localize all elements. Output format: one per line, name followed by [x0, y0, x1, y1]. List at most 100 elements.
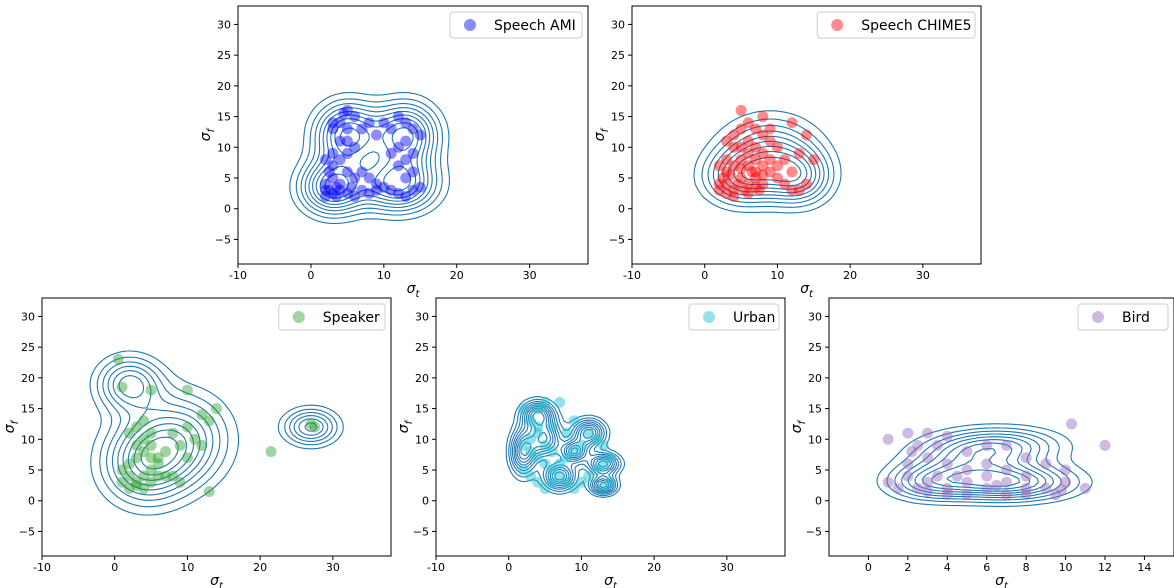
x-tick-label: 12	[1098, 561, 1112, 574]
y-tick-label: 0	[28, 495, 35, 508]
x-tick-label: 20	[253, 561, 267, 574]
data-point	[962, 477, 973, 488]
y-tick-label: 30	[611, 18, 625, 31]
legend: Bird	[1078, 304, 1168, 330]
data-point	[342, 123, 353, 134]
y-tick-label: 30	[217, 18, 231, 31]
data-point	[991, 480, 1002, 491]
chart-panel: 0 2 4 6 8 10 12 14 −5 0 5 10 15 20 25 30 σt σf Bird	[789, 298, 1174, 588]
x-axis-label: σt	[604, 573, 618, 588]
data-point	[750, 182, 761, 193]
data-point	[1001, 465, 1012, 476]
x-tick-label: 4	[944, 561, 951, 574]
data-point	[116, 382, 127, 393]
y-tick-label: 10	[21, 433, 35, 446]
data-point	[765, 123, 776, 134]
x-tick-label: 20	[450, 269, 464, 282]
chart-panel: -10 0 10 20 30−5051015202530σtσfUrban	[396, 298, 785, 588]
y-tick-label: 25	[415, 341, 429, 354]
data-point	[883, 434, 894, 445]
data-point	[922, 486, 933, 497]
legend-label: Speech AMI	[494, 18, 576, 34]
x-tick-label: -10	[33, 561, 51, 574]
data-point	[393, 111, 404, 122]
y-tick-label: 20	[808, 372, 822, 385]
data-point	[902, 471, 913, 482]
legend: Speech AMI	[450, 12, 582, 38]
legend-marker	[464, 19, 476, 31]
y-tick-label: 20	[21, 372, 35, 385]
data-point	[801, 179, 812, 190]
data-point	[786, 117, 797, 128]
y-tick-label: 10	[217, 141, 231, 154]
x-tick-label: 30	[916, 269, 930, 282]
data-point	[794, 148, 805, 159]
axes-frame	[829, 298, 1174, 556]
data-point	[331, 182, 342, 193]
y-tick-label: 25	[217, 49, 231, 62]
data-point	[131, 480, 142, 491]
data-point	[728, 191, 739, 202]
legend-label: Speech CHIME5	[861, 18, 971, 34]
data-point	[167, 428, 178, 439]
y-tick-label: 10	[611, 141, 625, 154]
data-point	[757, 111, 768, 122]
data-point	[196, 440, 207, 451]
x-tick-label: 30	[720, 561, 734, 574]
data-point	[962, 489, 973, 500]
x-tick-label: -10	[427, 561, 445, 574]
x-axis-label: σt	[210, 573, 224, 588]
x-tick-label: 20	[843, 269, 857, 282]
data-point	[932, 471, 943, 482]
data-point	[750, 166, 761, 177]
legend-label: Urban	[733, 310, 775, 326]
x-tick-label: 30	[326, 561, 340, 574]
y-axis-label: σf	[789, 419, 808, 433]
data-point	[371, 179, 382, 190]
data-point	[378, 117, 389, 128]
data-point	[1021, 489, 1032, 500]
data-point	[1021, 471, 1032, 482]
data-point	[1066, 418, 1077, 429]
data-point	[408, 148, 419, 159]
data-point	[981, 440, 992, 451]
chart-panel: -10 0 10 20 30−5051015202530σtσfSpeech AMI	[198, 6, 588, 300]
data-point	[598, 440, 609, 451]
y-tick-label: −5	[609, 233, 625, 246]
data-point	[576, 440, 587, 451]
data-point	[124, 428, 135, 439]
data-point	[1021, 452, 1032, 463]
data-point	[415, 182, 426, 193]
data-point	[153, 458, 164, 469]
data-point	[808, 154, 819, 165]
x-axis-label: σt	[407, 281, 421, 300]
data-point	[182, 422, 193, 433]
data-point	[605, 477, 616, 488]
y-tick-label: 5	[28, 464, 35, 477]
legend-marker	[293, 311, 305, 323]
data-point	[356, 123, 367, 134]
x-tick-label: 8	[1023, 561, 1030, 574]
data-point	[204, 415, 215, 426]
data-point	[1001, 440, 1012, 451]
x-tick-label: 10	[1059, 561, 1073, 574]
legend-marker	[831, 19, 843, 31]
y-tick-label: 30	[415, 310, 429, 323]
y-tick-label: 5	[224, 172, 231, 185]
data-point	[1100, 440, 1111, 451]
data-point	[175, 440, 186, 451]
y-tick-label: 5	[422, 464, 429, 477]
y-tick-label: 15	[808, 403, 822, 416]
density-contours	[290, 93, 450, 224]
y-tick-label: 15	[415, 403, 429, 416]
data-point	[714, 179, 725, 190]
data-point	[906, 446, 917, 457]
y-tick-label: 30	[808, 310, 822, 323]
legend: Speaker	[279, 304, 385, 330]
y-axis-label: σf	[396, 419, 415, 433]
y-tick-label: 10	[415, 433, 429, 446]
data-point	[309, 422, 320, 433]
x-tick-label: 0	[701, 269, 708, 282]
x-tick-label: 2	[904, 561, 911, 574]
data-point	[569, 415, 580, 426]
